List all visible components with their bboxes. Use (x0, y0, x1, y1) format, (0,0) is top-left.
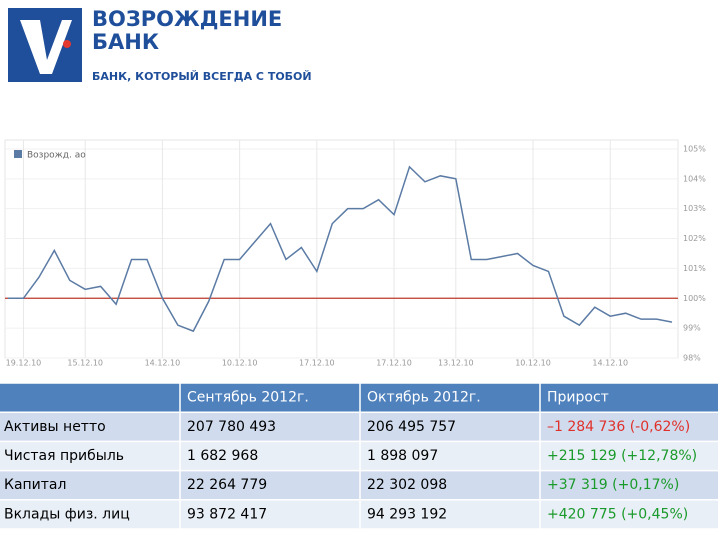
logo-dot (63, 40, 71, 48)
table-row-bg (0, 499, 718, 529)
table-cell: +37 319 (+0,17%) (547, 477, 679, 493)
table-cell: –1 284 736 (-0,62%) (547, 419, 690, 435)
x-tick-label: 15.12.10 (67, 359, 103, 368)
legend-swatch (14, 150, 22, 158)
column-header: Сентябрь 2012г. (187, 390, 309, 406)
y-tick-label: 102% (683, 234, 706, 243)
chart-area (4, 139, 679, 359)
row-label: Чистая прибыль (4, 448, 124, 464)
table-header-bg (0, 383, 718, 413)
row-label: Активы нетто (4, 419, 106, 435)
series-line (8, 165, 673, 333)
x-tick-label: 17.12.10 (376, 359, 412, 368)
brand-line1: ВОЗРОЖДЕНИЕ (92, 7, 282, 31)
table-cell: +420 775 (+0,45%) (547, 506, 688, 522)
table-cell: 22 302 098 (367, 477, 447, 493)
legend-label: Возрожд. ао (27, 151, 86, 161)
table-row-bg (0, 470, 718, 500)
table-cell: 22 264 779 (187, 477, 267, 493)
table-cell: 94 293 192 (367, 506, 447, 522)
logo-v (20, 20, 72, 74)
x-tick-label: 19.12.10 (6, 359, 42, 368)
table-row-bg (0, 412, 718, 442)
slogan: БАНК, КОТОРЫЙ ВСЕГДА С ТОБОЙ (92, 70, 312, 83)
row-label: Капитал (4, 477, 66, 493)
y-tick-label: 98% (683, 354, 701, 363)
column-header: Октябрь 2012г. (367, 390, 481, 406)
table-row-bg (0, 441, 718, 471)
y-tick-label: 101% (683, 264, 706, 273)
x-tick-label: 17.12.10 (299, 359, 335, 368)
table-cell: 1 898 097 (367, 448, 438, 464)
table-cell: 207 780 493 (187, 419, 276, 435)
y-tick-label: 104% (683, 174, 706, 183)
x-tick-label: 14.12.10 (592, 359, 628, 368)
table-cell: 206 495 757 (367, 419, 456, 435)
column-header: Прирост (547, 390, 609, 406)
table-cell: 1 682 968 (187, 448, 258, 464)
table-cell: +215 129 (+12,78%) (547, 448, 697, 464)
y-tick-label: 103% (683, 204, 706, 213)
y-tick-label: 100% (683, 294, 706, 303)
brand-line2: БАНК (92, 30, 159, 54)
row-label: Вклады физ. лиц (4, 506, 130, 522)
y-tick-label: 99% (683, 324, 701, 333)
x-tick-label: 14.12.10 (145, 359, 181, 368)
y-tick-label: 105% (683, 144, 706, 153)
x-tick-label: 13.12.10 (438, 359, 474, 368)
x-tick-label: 10.12.10 (222, 359, 258, 368)
x-tick-label: 10.12.10 (515, 359, 551, 368)
table-cell: 93 872 417 (187, 506, 267, 522)
